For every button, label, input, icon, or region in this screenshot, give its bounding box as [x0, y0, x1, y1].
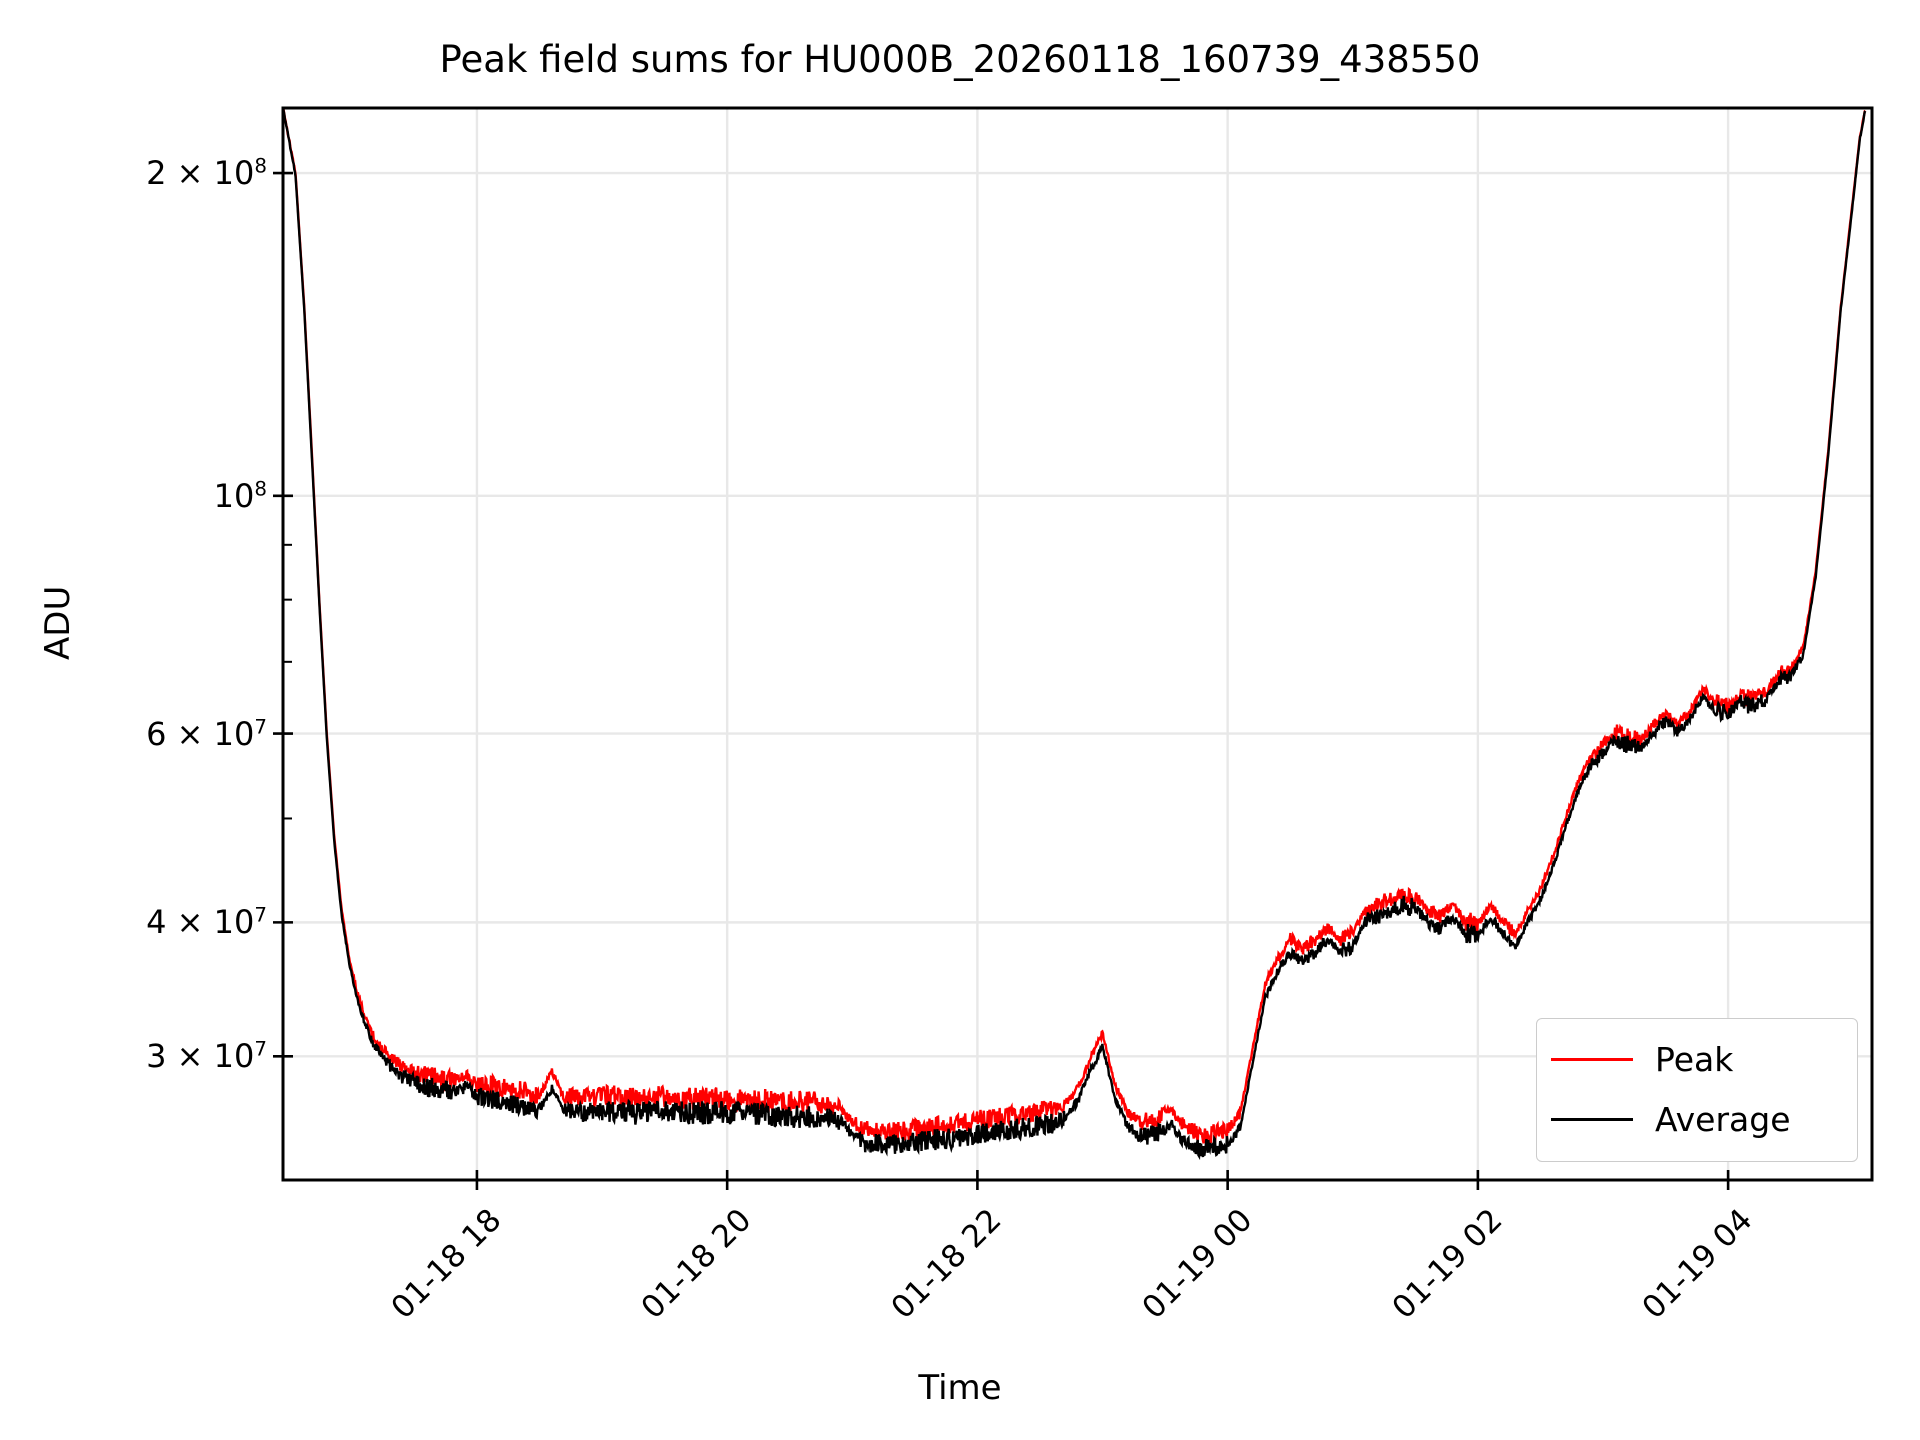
y-tick-label: 108: [213, 476, 267, 515]
y-tick-label: 3 × 107: [146, 1037, 267, 1076]
y-tick-label: 2 × 108: [146, 154, 267, 193]
legend-label-peak: Peak: [1655, 1039, 1734, 1079]
y-tick-label: 4 × 107: [146, 903, 267, 942]
legend-swatch-average: [1551, 1117, 1633, 1121]
page-title: Peak field sums for HU000B_20260118_1607…: [439, 38, 1481, 81]
y-tick-label: 6 × 107: [146, 714, 267, 753]
legend-item-average: Average: [1551, 1089, 1843, 1149]
chart-legend: Peak Average: [1536, 1018, 1858, 1162]
legend-item-peak: Peak: [1551, 1029, 1843, 1089]
legend-swatch-peak: [1551, 1057, 1633, 1061]
x-axis-label: Time: [918, 1368, 1002, 1408]
legend-label-average: Average: [1655, 1099, 1791, 1139]
